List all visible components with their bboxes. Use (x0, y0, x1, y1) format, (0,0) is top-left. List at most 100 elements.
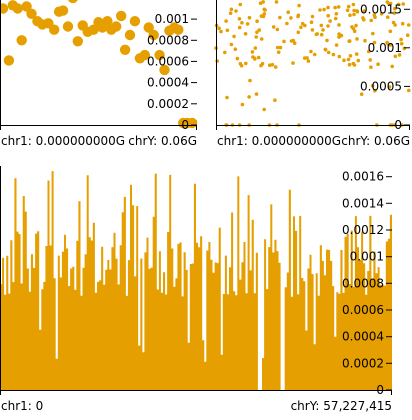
scatter-point (111, 21, 122, 32)
scatter-point (337, 23, 341, 27)
scatter-point (370, 84, 375, 88)
y-tick-label: 0.0012 (342, 223, 384, 237)
scatter-point (407, 88, 411, 93)
scatter-point (359, 92, 364, 96)
scatter-point (397, 53, 402, 57)
scatter-point (255, 19, 259, 24)
scatter-point (248, 78, 252, 83)
scatter-point (323, 47, 328, 52)
scatter-point (354, 23, 358, 28)
scatter-point (247, 95, 251, 99)
scatter-point (331, 52, 336, 57)
scatter-point (388, 29, 393, 34)
scatter-point (405, 33, 410, 37)
scatter-point (348, 54, 353, 58)
scatter-point (345, 8, 350, 13)
scatter-point (143, 22, 154, 33)
scatter-point (400, 21, 405, 26)
scatter-point (237, 25, 242, 30)
x-start-label: chr1: 0.000000000G (1, 134, 125, 148)
scatter-point (314, 32, 319, 37)
scatter-point (247, 15, 252, 20)
scatter-point (254, 35, 258, 39)
x-end-label: chrY: 0.06G (128, 134, 197, 148)
scatter-point (243, 32, 248, 36)
scatter-point (387, 1, 391, 6)
scatter-point (297, 3, 301, 8)
scatter-point (282, 39, 286, 44)
y-tick-label: 0.0015 (360, 2, 402, 16)
scatter-point (88, 24, 99, 35)
scatter-point (68, 0, 78, 4)
scatter-point (57, 5, 69, 16)
scatter-point (333, 16, 338, 21)
scatter-point (326, 24, 330, 28)
y-tick-label: 0.001 (155, 12, 189, 26)
scatter-point (275, 45, 280, 50)
scatter-point (240, 21, 244, 25)
scatter-point (396, 2, 401, 7)
scatter-point (326, 50, 331, 55)
scatter-point (12, 3, 23, 14)
scatter-point (406, 23, 411, 27)
scatter-point (336, 5, 341, 9)
scatter-point (244, 61, 248, 66)
scatter-point (346, 57, 351, 62)
scatter-point (391, 20, 396, 25)
x-end-label: chrY: 0.06G (341, 134, 410, 148)
y-tick-label: 0 (376, 383, 384, 397)
scatter-point (399, 37, 403, 42)
y-tick-label: 0 (394, 118, 402, 132)
y-tick-label: 0.0004 (147, 76, 189, 90)
scatter-point (402, 46, 407, 51)
scatter-point (257, 28, 262, 32)
scatter-point (235, 56, 240, 61)
scatter-point (124, 29, 136, 41)
scatter-point (238, 2, 243, 7)
scatter-point (352, 63, 357, 67)
scatter-point (274, 0, 279, 4)
scatter-point (379, 12, 384, 16)
scatter-point (129, 16, 141, 27)
scatter-point (49, 24, 60, 35)
scatter-point (278, 45, 283, 50)
scatter-point (229, 42, 234, 47)
scatter-point (289, 39, 294, 43)
scatter-point (267, 63, 272, 67)
scatter-point (376, 62, 380, 66)
scatter-point (250, 50, 255, 54)
scatter-point (21, 1, 32, 12)
scatter-point (237, 17, 242, 21)
scatter-point (362, 17, 366, 22)
scatter-point (0, 3, 9, 14)
scatter-point (3, 55, 15, 66)
scatter-point (305, 56, 309, 60)
scatter-point (273, 98, 277, 102)
scatter-point (262, 107, 267, 112)
scatter-point (173, 24, 184, 35)
scatter-point (373, 88, 377, 93)
scatter-point (387, 85, 392, 89)
scatter-point (319, 32, 324, 37)
scatter-point (275, 27, 280, 32)
scatter-point (159, 64, 170, 76)
scatter-point (346, 4, 351, 9)
scatter-point (291, 61, 295, 65)
y-tick-label: 0.0006 (342, 303, 384, 317)
scatter-point (116, 10, 127, 22)
y-tick-label: 0.0006 (147, 54, 189, 68)
scatter-point (278, 15, 282, 20)
scatter-point (352, 8, 356, 13)
scatter-point (399, 41, 404, 46)
scatter-point (337, 35, 341, 39)
scatter-point (393, 54, 398, 59)
scatter-point (350, 25, 354, 29)
y-tick-label: 0.001 (350, 250, 384, 264)
scatter-point (390, 64, 395, 69)
scatter-point (369, 65, 373, 69)
scatter-point (219, 29, 223, 34)
area-series (0, 171, 392, 390)
scatter-point (289, 16, 293, 20)
scatter-point (369, 18, 374, 23)
scatter-point (225, 28, 230, 33)
